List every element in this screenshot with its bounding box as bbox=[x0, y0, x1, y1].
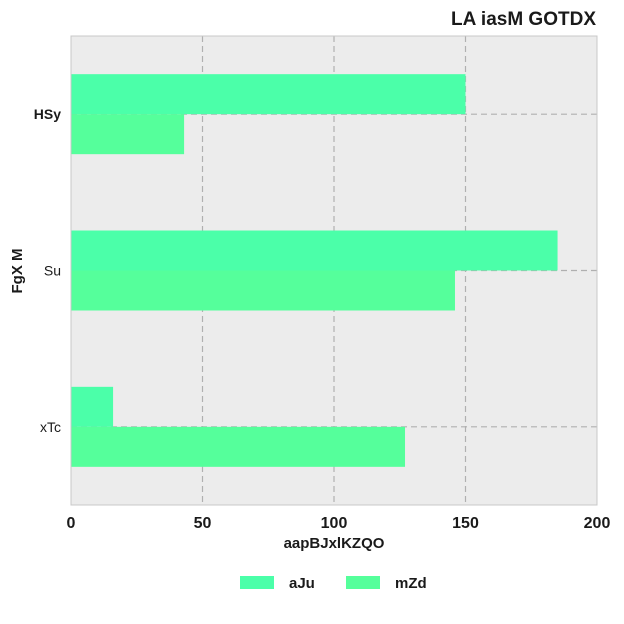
x-tick-label: 100 bbox=[321, 515, 348, 532]
x-tick-label: 50 bbox=[194, 515, 212, 532]
bars bbox=[71, 74, 558, 467]
y-axis-ticks: HSy Su xTc bbox=[34, 106, 61, 435]
y-axis-label: FgX M bbox=[9, 249, 26, 294]
bar-aJu-HSy bbox=[71, 74, 466, 115]
bar-aJu-Su bbox=[71, 230, 558, 271]
bar-mZd-xTc bbox=[71, 426, 406, 467]
x-axis-label: aapBJxlKZQO bbox=[284, 535, 385, 552]
y-tick-label: HSy bbox=[34, 106, 61, 122]
bar-mZd-Su bbox=[71, 270, 455, 311]
plot-border bbox=[70, 35, 598, 506]
x-tick-label: 150 bbox=[452, 515, 479, 532]
y-tick-label: xTc bbox=[40, 419, 61, 435]
legend-swatch-mZd bbox=[346, 576, 380, 589]
legend-label-aJu: aJu bbox=[289, 575, 315, 592]
chart-title: LA iasM GOTDX bbox=[451, 9, 596, 30]
x-axis-ticks: 0 50 100 150 200 bbox=[67, 515, 611, 532]
bar-aJu-xTc bbox=[71, 386, 114, 427]
y-tick-label: Su bbox=[44, 263, 61, 279]
legend-swatch-aJu bbox=[240, 576, 274, 589]
legend: aJu mZd bbox=[240, 575, 427, 592]
legend-label-mZd: mZd bbox=[395, 575, 427, 592]
x-tick-label: 0 bbox=[67, 515, 76, 532]
bar-mZd-HSy bbox=[71, 114, 185, 155]
x-tick-label: 200 bbox=[584, 515, 611, 532]
